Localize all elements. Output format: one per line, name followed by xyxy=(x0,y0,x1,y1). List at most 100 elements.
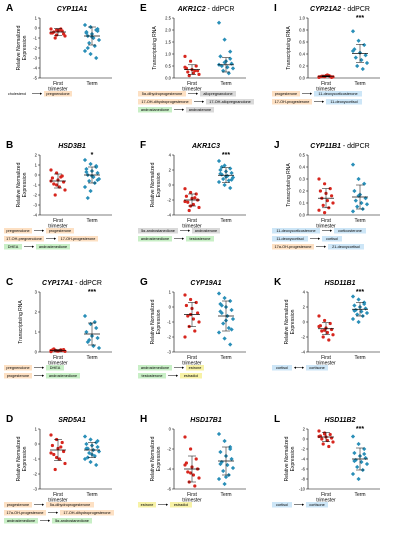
data-point-term xyxy=(350,471,356,477)
y-tick-label: 0.2 xyxy=(299,64,305,69)
data-point-term xyxy=(216,476,222,482)
y-tick-label: -2 xyxy=(167,198,171,203)
panel-l: L HSD11B2 Relative NormalizedExpression 2 0 -… xyxy=(268,411,398,543)
assay-suffix: - ddPCR xyxy=(206,6,235,13)
substrate-label: progesterone xyxy=(7,374,29,378)
y-tick-label: -6 xyxy=(167,487,171,492)
y-tick-label: -3 xyxy=(167,350,171,355)
x-category-label: Term xyxy=(354,492,365,498)
gene-title: SRD5A1 xyxy=(58,417,86,424)
data-point-term xyxy=(216,431,222,437)
gene-title: CYP17A1 - ddPCR xyxy=(42,280,102,287)
product-box xyxy=(44,91,72,97)
data-point-term xyxy=(359,200,364,206)
data-point-term xyxy=(222,336,227,341)
data-point-term xyxy=(350,162,356,167)
data-point-first-trimester xyxy=(183,435,187,439)
data-point-first-trimester xyxy=(328,321,332,326)
data-point-term xyxy=(228,56,233,61)
data-point-first-trimester xyxy=(189,190,193,195)
data-point-term xyxy=(230,66,236,71)
product-box xyxy=(206,99,254,105)
data-point-first-trimester xyxy=(325,330,329,335)
data-point-term xyxy=(222,481,227,487)
panel-a: A CYP11A1 Relative NormalizedExpression 1 0 -… xyxy=(0,0,130,132)
chart-svg-l: L HSD11B2 Relative NormalizedExpression 2 0 -… xyxy=(272,414,380,508)
data-point-first-trimester xyxy=(331,75,335,79)
data-point-term xyxy=(85,45,90,51)
product-box xyxy=(170,502,192,508)
product-box xyxy=(186,107,214,113)
data-point-term xyxy=(218,449,223,455)
data-point-first-trimester xyxy=(197,476,201,480)
panel-label: I xyxy=(274,3,277,14)
data-point-term xyxy=(364,310,370,316)
gene-title: AKR1C3 xyxy=(191,143,220,150)
gene-title: CYP11B1 - ddPCR xyxy=(310,143,369,150)
substrate-label: pregnenolone xyxy=(6,366,29,370)
x-category-label: First trimester xyxy=(48,81,68,93)
data-point-first-trimester xyxy=(189,471,193,475)
data-point-term xyxy=(216,291,222,296)
substrate-box xyxy=(272,502,292,508)
y-tick-label: 0 xyxy=(35,26,38,31)
substrate-label: 11-deoxycorticosterone xyxy=(276,229,315,233)
data-point-first-trimester xyxy=(49,451,53,455)
y-axis-label: Relative NormalizedExpression xyxy=(284,436,296,481)
data-point-first-trimester xyxy=(183,54,187,59)
x-category-label: Term xyxy=(86,492,97,498)
data-point-first-trimester xyxy=(183,199,187,204)
substrate-label: DHEA xyxy=(8,245,19,249)
panel-label: A xyxy=(6,3,13,14)
data-point-first-trimester xyxy=(184,194,188,198)
y-tick-label: 0.3 xyxy=(299,177,305,182)
data-point-first-trimester xyxy=(59,175,63,179)
arrow-head xyxy=(330,229,332,232)
panel-label: H xyxy=(140,414,147,425)
data-point-term xyxy=(225,65,230,70)
data-point-term xyxy=(94,462,99,468)
product-box xyxy=(314,91,362,97)
data-point-first-trimester xyxy=(323,318,327,323)
substrate-label: 17-OH-progesterone xyxy=(275,100,310,104)
data-point-term xyxy=(230,316,236,322)
data-point-term xyxy=(350,316,356,322)
product-box xyxy=(46,228,74,234)
x-category-label: Term xyxy=(354,218,365,224)
y-tick-label: -6 xyxy=(301,467,305,472)
data-point-first-trimester xyxy=(317,314,321,318)
data-point-term xyxy=(95,444,100,450)
product-box xyxy=(180,373,202,379)
data-point-term xyxy=(84,166,89,172)
data-point-term xyxy=(363,306,368,311)
data-point-term xyxy=(362,42,367,48)
product-box xyxy=(306,502,328,508)
y-tick-label: -4 xyxy=(301,457,305,462)
data-point-first-trimester xyxy=(193,484,197,488)
data-point-first-trimester xyxy=(50,443,55,448)
y-tick-label: -2 xyxy=(33,46,37,51)
y-tick-label: 0 xyxy=(35,350,38,355)
substrate-label: 17α-OH-progesterone xyxy=(274,245,311,249)
y-tick-label: 0.5 xyxy=(299,153,305,158)
x-category-label: First trimester xyxy=(316,81,336,93)
y-tick-label: 0.2 xyxy=(299,189,305,194)
data-point-first-trimester xyxy=(186,314,190,318)
arrow-head xyxy=(42,229,44,232)
data-point-first-trimester xyxy=(321,335,325,339)
product-label: androsterone xyxy=(189,108,211,112)
chart-svg-f: F AKR1C3 Relative NormalizedExpression 4 2 0 -… xyxy=(138,140,246,242)
data-point-term xyxy=(226,325,231,331)
data-point-term xyxy=(82,157,88,163)
product-label: cortisol xyxy=(326,237,338,241)
y-tick-label: 1 xyxy=(35,427,38,432)
y-tick-label: 0.5 xyxy=(165,64,171,69)
y-tick-label: 4 xyxy=(303,290,306,295)
substrate-label: pregnenolone xyxy=(6,229,29,233)
data-point-first-trimester xyxy=(317,75,321,79)
x-category-label: Term xyxy=(354,355,365,361)
data-point-first-trimester xyxy=(59,27,63,31)
significance-marker: * xyxy=(91,152,94,159)
panel-label: F xyxy=(140,140,146,151)
data-point-first-trimester xyxy=(321,203,325,207)
